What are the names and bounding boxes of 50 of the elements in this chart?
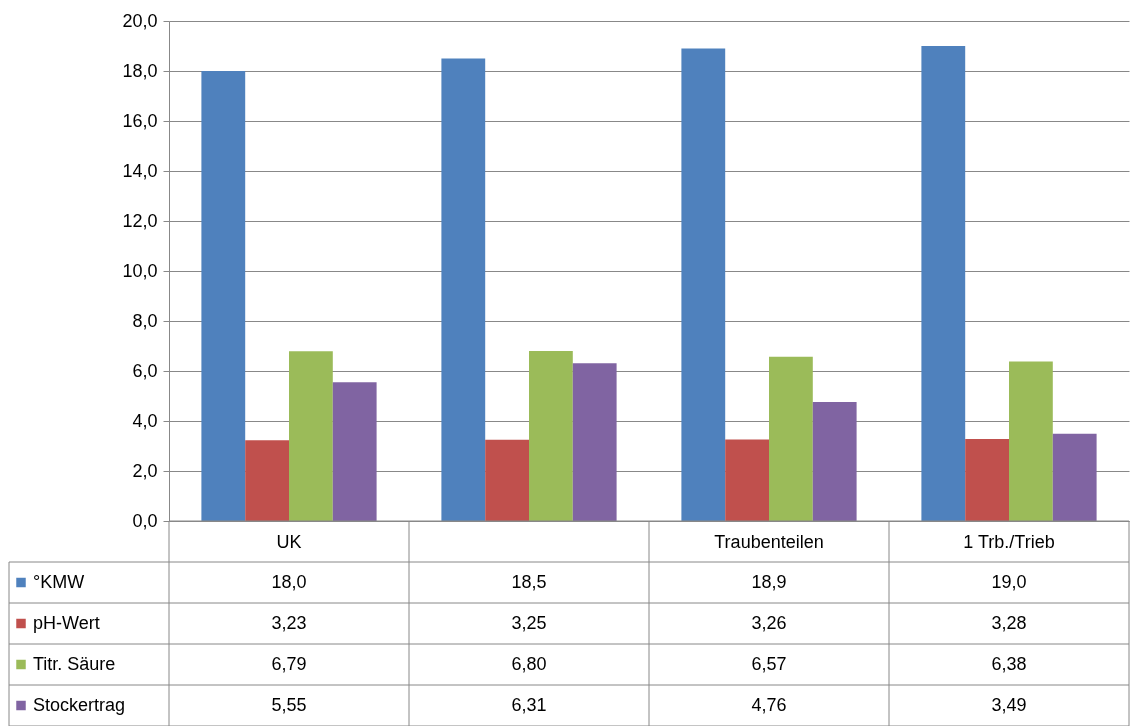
y-tick-label: 4,0 — [132, 410, 158, 431]
data-label: 6,31 — [511, 694, 547, 715]
y-tick-label: 20,0 — [122, 10, 158, 31]
x-tick-label: 1 Trb./Trieb — [963, 531, 1055, 552]
y-tick-label: 12,0 — [122, 210, 158, 231]
bar — [289, 351, 333, 521]
bar — [332, 382, 377, 521]
x-tick-label: UK — [276, 531, 302, 552]
data-label: 6,38 — [991, 653, 1027, 674]
y-tick-label: 6,0 — [132, 360, 158, 381]
bar — [769, 356, 813, 521]
bar — [1009, 361, 1053, 521]
data-label: 6,79 — [271, 653, 307, 674]
data-label: 18,5 — [511, 571, 547, 592]
y-tick-label: 16,0 — [122, 110, 158, 131]
y-tick-label: 0,0 — [132, 510, 158, 531]
legend-label: Stockertrag — [33, 694, 126, 715]
data-label: 5,55 — [271, 694, 307, 715]
bar — [572, 363, 617, 521]
legend-label: pH-Wert — [33, 612, 100, 633]
x-tick-label: Traubenteilen — [714, 531, 824, 552]
bar — [725, 439, 769, 521]
data-label: 3,49 — [991, 694, 1027, 715]
bar — [921, 46, 966, 521]
bar — [812, 402, 857, 521]
bar — [681, 48, 726, 521]
data-label: 6,80 — [511, 653, 547, 674]
y-tick-label: 8,0 — [132, 310, 158, 331]
y-tick-label: 18,0 — [122, 60, 158, 81]
bar — [245, 440, 289, 521]
data-label: 3,28 — [991, 612, 1027, 633]
bar — [441, 58, 486, 521]
y-tick-label: 2,0 — [132, 460, 158, 481]
data-label: 4,76 — [751, 694, 787, 715]
data-label: 6,57 — [751, 653, 787, 674]
bar — [1052, 433, 1097, 521]
bar — [965, 439, 1009, 521]
data-label: 19,0 — [991, 571, 1027, 592]
data-label: 18,0 — [271, 571, 307, 592]
bar — [485, 439, 529, 521]
y-tick-label: 14,0 — [122, 160, 158, 181]
data-label: 3,23 — [271, 612, 307, 633]
legend-label: Titr. Säure — [33, 653, 116, 674]
data-label: 18,9 — [751, 571, 787, 592]
bar — [201, 71, 246, 521]
data-label: 3,26 — [751, 612, 787, 633]
data-label: 3,25 — [511, 612, 547, 633]
bar — [529, 351, 573, 521]
y-tick-label: 10,0 — [122, 260, 158, 281]
legend-label: °KMW — [33, 571, 85, 592]
